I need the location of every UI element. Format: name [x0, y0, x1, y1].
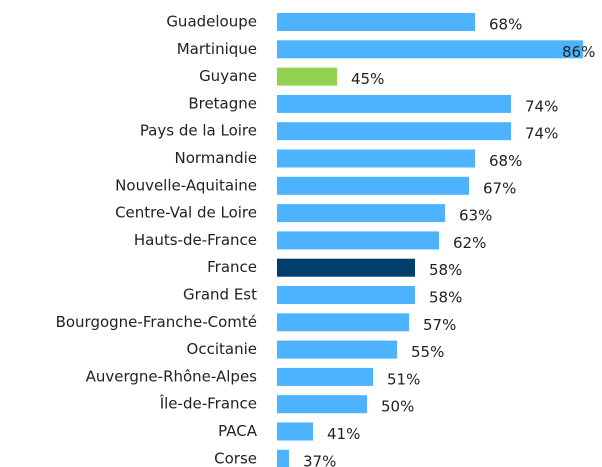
value-label: 68% — [489, 152, 522, 170]
bar — [277, 94, 511, 113]
bar — [277, 286, 415, 304]
category-label: Île-de-France — [159, 394, 257, 413]
value-label: 67% — [483, 179, 516, 197]
value-label: 74% — [525, 97, 558, 115]
bar — [277, 122, 511, 141]
bar — [277, 449, 289, 467]
category-label: Bourgogne-Franche-Comté — [56, 313, 257, 331]
category-label: Martinique — [177, 40, 257, 58]
value-label: 50% — [381, 398, 414, 416]
bar — [277, 204, 445, 223]
bar — [277, 67, 337, 86]
bar — [277, 40, 583, 59]
value-label: 74% — [525, 125, 558, 143]
category-label: Grand Est — [183, 286, 257, 304]
value-label: 62% — [453, 234, 486, 252]
category-label: Guyane — [199, 67, 257, 85]
bar — [277, 313, 409, 332]
value-label: 37% — [303, 452, 336, 467]
bar — [277, 340, 397, 359]
bar — [277, 367, 373, 386]
bar — [277, 13, 475, 31]
value-label: 68% — [489, 16, 522, 34]
value-label: 63% — [459, 207, 492, 225]
value-label: 57% — [423, 316, 456, 334]
category-label: Nouvelle-Aquitaine — [115, 176, 257, 194]
category-label: PACA — [218, 422, 258, 440]
category-label: Occitanie — [187, 340, 257, 358]
category-label: Centre-Val de Loire — [115, 204, 257, 222]
category-label: Guadeloupe — [166, 13, 257, 31]
value-label: 51% — [387, 370, 420, 388]
category-label: France — [207, 258, 257, 276]
value-label: 58% — [429, 289, 462, 307]
value-label: 45% — [351, 70, 384, 88]
category-label: Corse — [214, 449, 257, 467]
value-label: 58% — [429, 261, 462, 279]
value-label: 55% — [411, 343, 444, 361]
value-label: 86% — [562, 43, 595, 61]
bar — [277, 231, 439, 250]
bar — [277, 176, 469, 195]
category-label: Normandie — [174, 149, 257, 167]
bar — [277, 149, 475, 168]
category-label: Auvergne-Rhône-Alpes — [86, 367, 258, 385]
category-label: Bretagne — [188, 94, 257, 112]
category-label: Hauts-de-France — [134, 231, 257, 249]
value-label: 41% — [327, 425, 360, 443]
category-label: Pays de la Loire — [140, 122, 257, 140]
bar — [277, 395, 367, 414]
bar — [277, 422, 313, 441]
bar — [277, 258, 415, 277]
